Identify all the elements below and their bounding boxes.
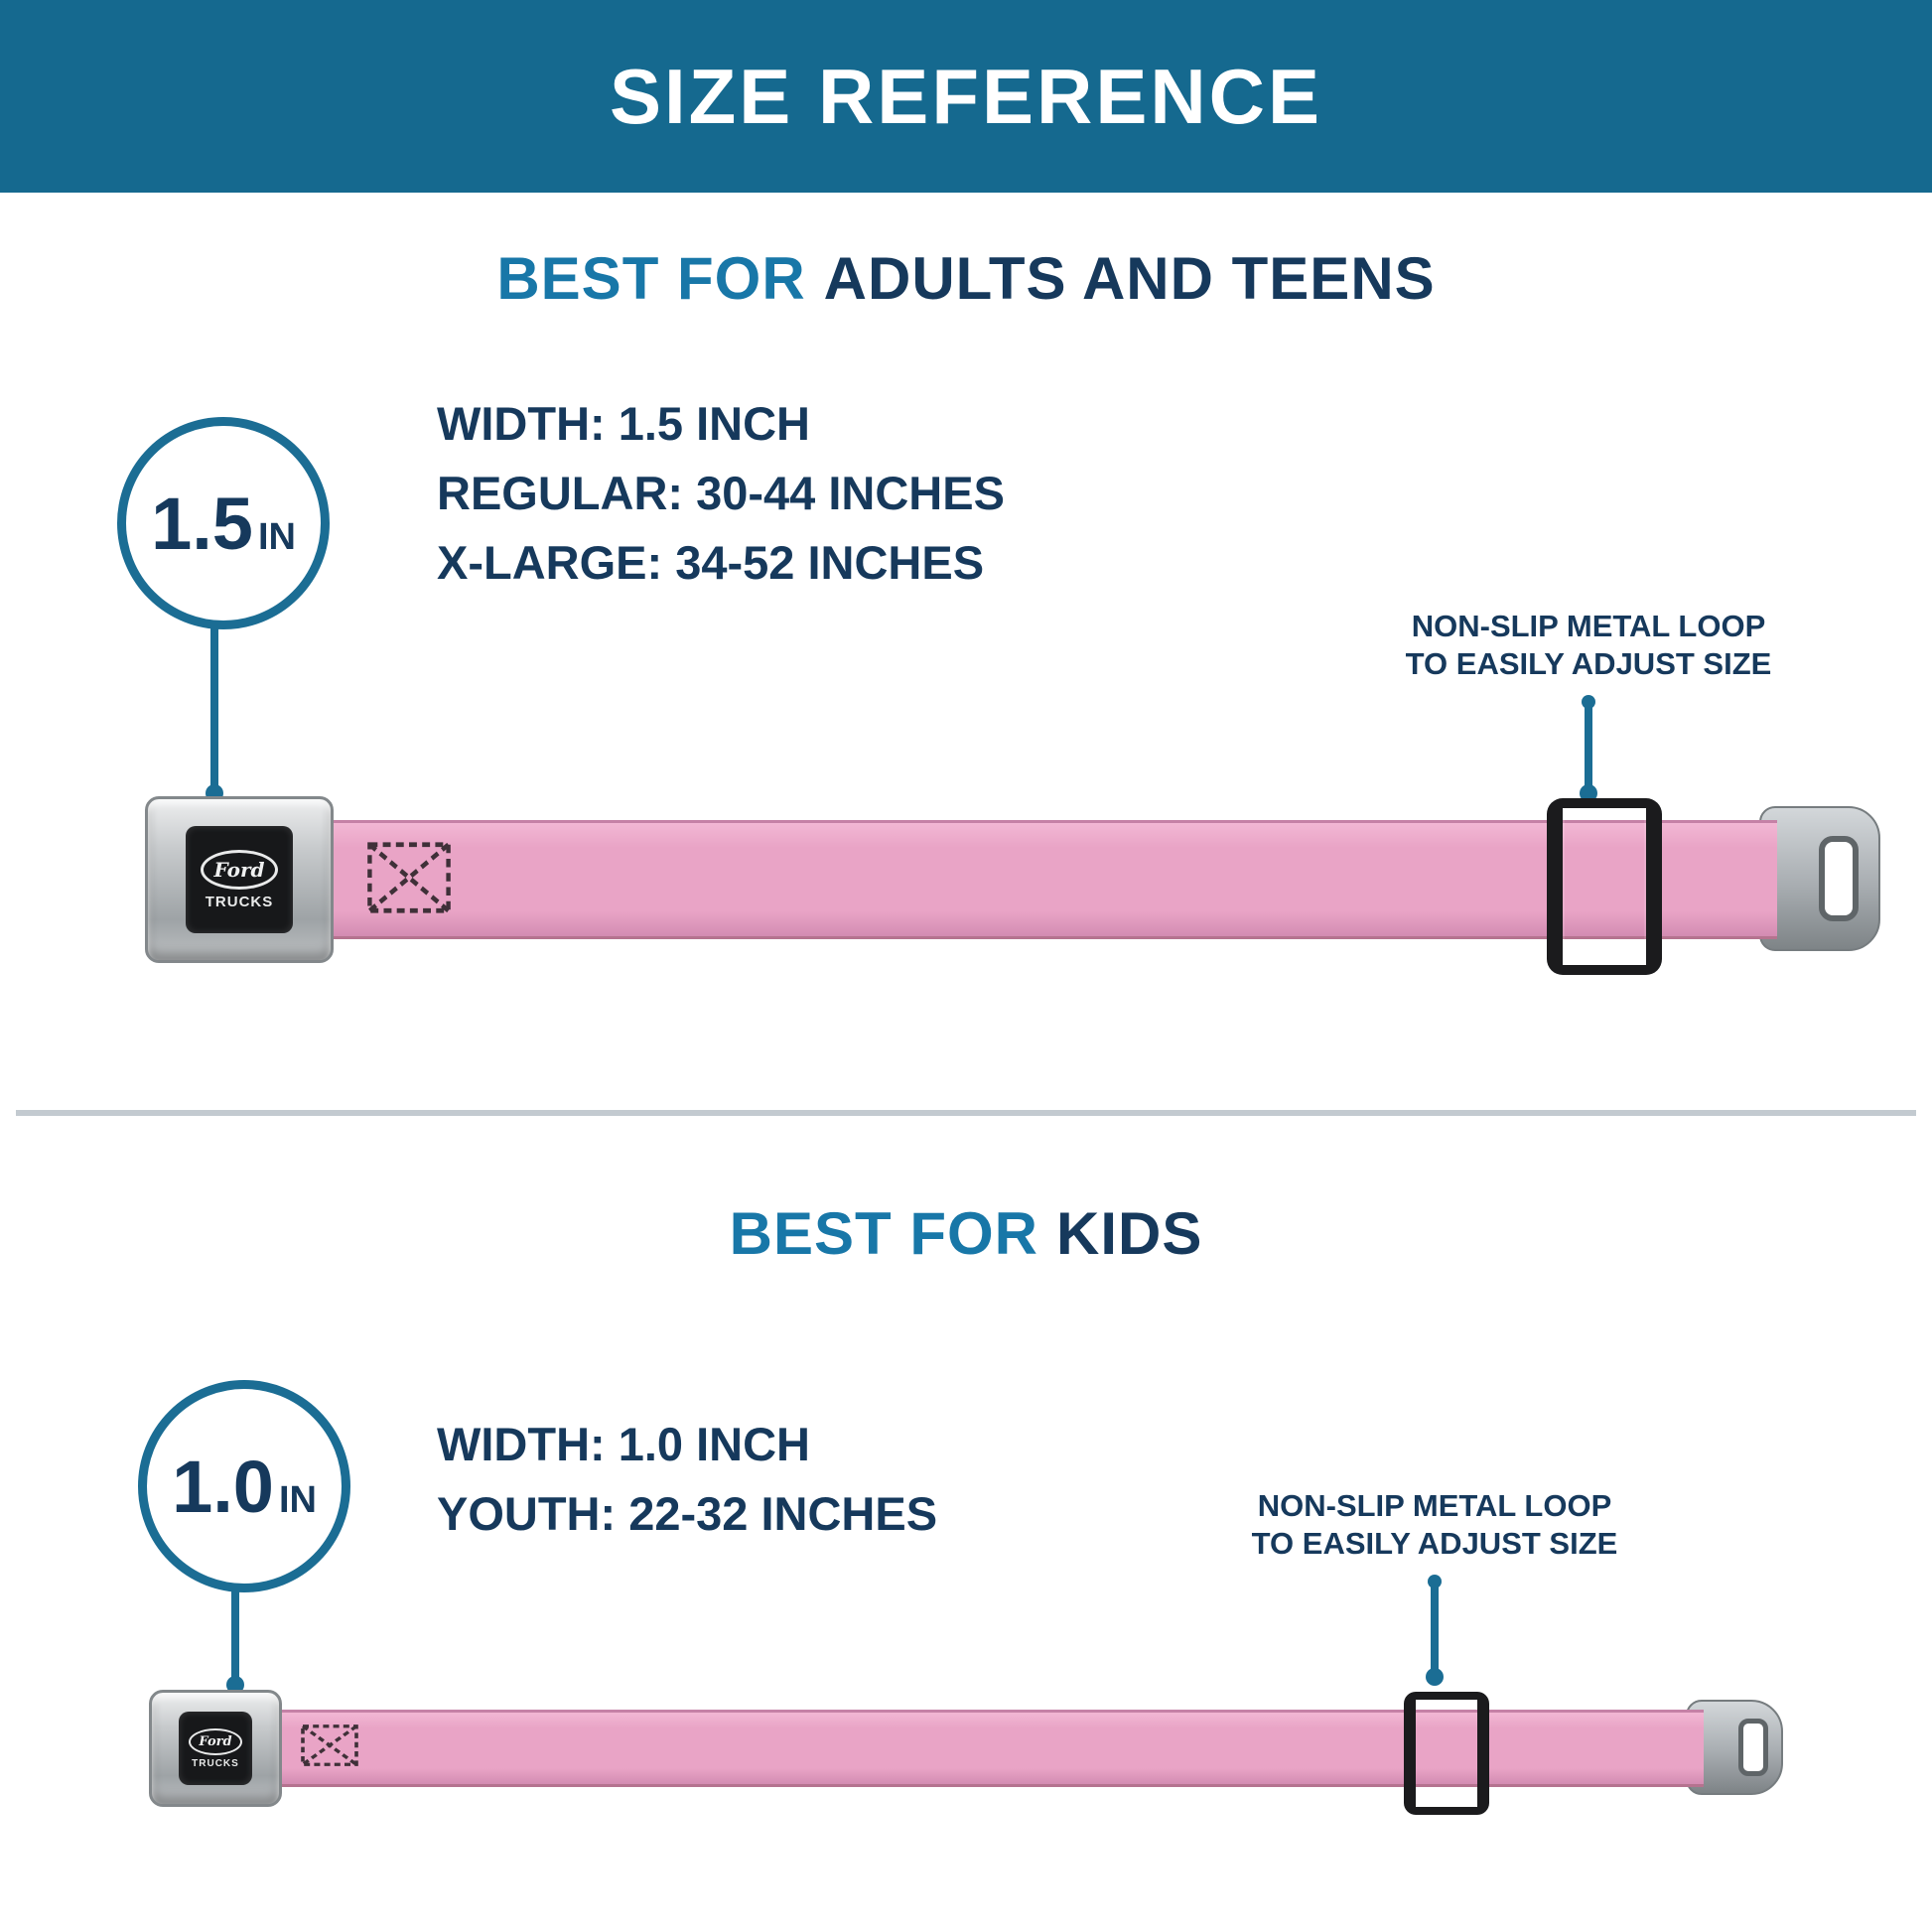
trucks-logo-text: TRUCKS <box>192 1757 239 1769</box>
belt-strap-pink <box>260 1710 1704 1787</box>
width-badge-1-5in: 1.5 IN <box>117 417 330 629</box>
badge-value: 1.0 <box>172 1445 274 1528</box>
badge-unit: IN <box>257 515 296 558</box>
callout-line: TO EASILY ADJUST SIZE <box>1251 1526 1618 1561</box>
seatbelt-buckle: Ford TRUCKS <box>149 1690 282 1807</box>
metal-loop-callout: NON-SLIP METAL LOOP TO EASILY ADJUST SIZ… <box>1186 1487 1683 1563</box>
heading-rest: KIDS <box>1055 1200 1203 1267</box>
width-badge-1-0in: 1.0 IN <box>138 1380 350 1592</box>
spec-list-adults: WIDTH: 1.5 INCH REGULAR: 30-44 INCHES X-… <box>437 389 1005 598</box>
stitch-box <box>365 840 453 915</box>
callout-line: NON-SLIP METAL LOOP <box>1411 609 1766 643</box>
seatbelt-buckle: Ford TRUCKS <box>145 796 334 963</box>
heading-accent: BEST FOR <box>496 245 806 312</box>
trucks-logo-text: TRUCKS <box>205 893 274 910</box>
callout-connector-line <box>1585 702 1592 793</box>
buckle-logo-plate: Ford TRUCKS <box>186 826 293 933</box>
callout-line: NON-SLIP METAL LOOP <box>1257 1488 1612 1523</box>
badge-unit: IN <box>278 1478 317 1521</box>
ford-oval-logo: Ford <box>189 1727 242 1755</box>
badge-connector-line <box>231 1588 239 1684</box>
page-title: SIZE REFERENCE <box>609 52 1323 140</box>
spec-line: X-LARGE: 34-52 INCHES <box>437 536 985 589</box>
badge-connector-line <box>210 625 218 792</box>
tab-slot-hole <box>1738 1719 1768 1776</box>
metal-adjuster-loop <box>1404 1692 1489 1815</box>
metal-adjuster-loop <box>1547 798 1662 975</box>
width-badge-label: 1.5 IN <box>151 482 296 566</box>
section-heading-kids: BEST FOR KIDS <box>0 1199 1932 1269</box>
spec-line: YOUTH: 22-32 INCHES <box>437 1487 938 1540</box>
section-divider <box>16 1110 1916 1116</box>
header-banner: SIZE REFERENCE <box>0 0 1932 193</box>
callout-line: TO EASILY ADJUST SIZE <box>1405 646 1772 681</box>
spec-line: WIDTH: 1.5 INCH <box>437 397 810 450</box>
metal-loop-callout: NON-SLIP METAL LOOP TO EASILY ADJUST SIZ… <box>1340 608 1837 683</box>
width-badge-label: 1.0 IN <box>172 1445 317 1529</box>
heading-rest: ADULTS AND TEENS <box>823 245 1436 312</box>
badge-connector-dot <box>226 1676 244 1694</box>
spec-line: WIDTH: 1.0 INCH <box>437 1418 810 1470</box>
ford-logo-text: Ford <box>213 857 265 882</box>
callout-connector-dot-bottom <box>1426 1668 1444 1686</box>
belt-end-tab <box>1759 806 1880 951</box>
ford-oval-logo: Ford <box>201 849 278 890</box>
tab-slot-hole <box>1819 836 1859 921</box>
stitch-box <box>300 1724 359 1767</box>
belt-strap-pink <box>298 820 1777 939</box>
section-heading-adults: BEST FOR ADULTS AND TEENS <box>0 244 1932 314</box>
badge-value: 1.5 <box>151 482 253 565</box>
spec-list-kids: WIDTH: 1.0 INCH YOUTH: 22-32 INCHES <box>437 1410 937 1549</box>
heading-accent: BEST FOR <box>729 1200 1038 1267</box>
callout-connector-dot-bottom <box>1580 784 1597 802</box>
spec-line: REGULAR: 30-44 INCHES <box>437 467 1005 519</box>
buckle-logo-plate: Ford TRUCKS <box>179 1712 252 1785</box>
ford-logo-text: Ford <box>199 1733 232 1749</box>
callout-connector-line <box>1431 1582 1439 1675</box>
